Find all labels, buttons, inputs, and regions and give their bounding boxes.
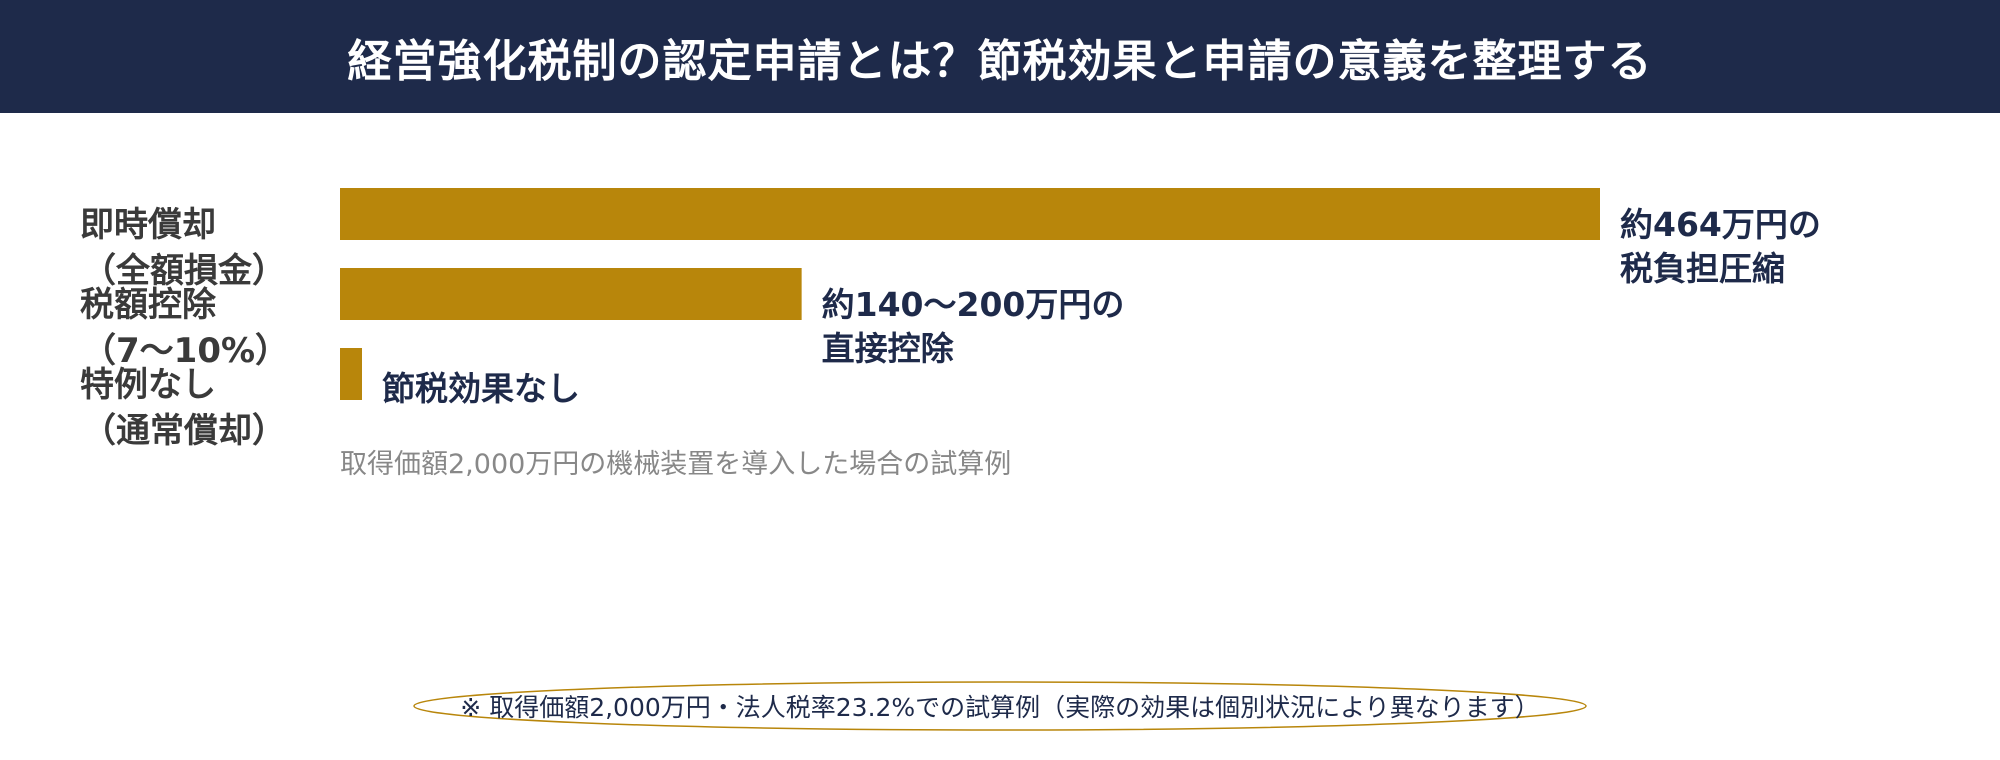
bar-value-label-line2-0: 税負担圧縮	[1620, 249, 1785, 288]
category-label-tax-credit: 税額控除 （7～10%）	[80, 282, 340, 374]
footnote-text: ※ 取得価額2,000万円・法人税率23.2%での試算例（実際の効果は個別状況に…	[460, 693, 1540, 722]
header-bar: 経営強化税制の認定申請とは？節税効果と申請の意義を整理する	[0, 0, 2000, 113]
footnote: ※ 取得価額2,000万円・法人税率23.2%での試算例（実際の効果は個別状況に…	[412, 680, 1588, 732]
bar-value-label-0: 約464万円の	[1620, 205, 1821, 244]
bar-value-label-line2-1: 直接控除	[822, 329, 955, 368]
category-label-line2: （通常償却）	[82, 411, 286, 451]
bar-2	[340, 348, 362, 400]
bar-1	[340, 268, 802, 320]
chart-caption: 取得価額2,000万円の機械装置を導入した場合の試算例	[340, 449, 1012, 480]
bar-value-label-2: 節税効果なし	[382, 369, 580, 408]
page-title: 経営強化税制の認定申請とは？節税効果と申請の意義を整理する	[347, 35, 1653, 87]
category-label-line1: 税額控除	[80, 285, 216, 325]
category-label-line2: （全額損金）	[82, 251, 286, 291]
bar-0	[340, 188, 1600, 240]
category-label-no-special: 特例なし （通常償却）	[80, 362, 340, 454]
category-label-immediate-depreciation: 即時償却 （全額損金）	[80, 202, 340, 294]
bar-value-label-1: 約140～200万円の	[822, 285, 1125, 324]
category-label-line1: 特例なし	[80, 365, 216, 405]
category-label-line1: 即時償却	[80, 205, 216, 245]
category-label-line2: （7～10%）	[82, 331, 290, 371]
footnote-ellipse-outline	[413, 681, 1587, 731]
